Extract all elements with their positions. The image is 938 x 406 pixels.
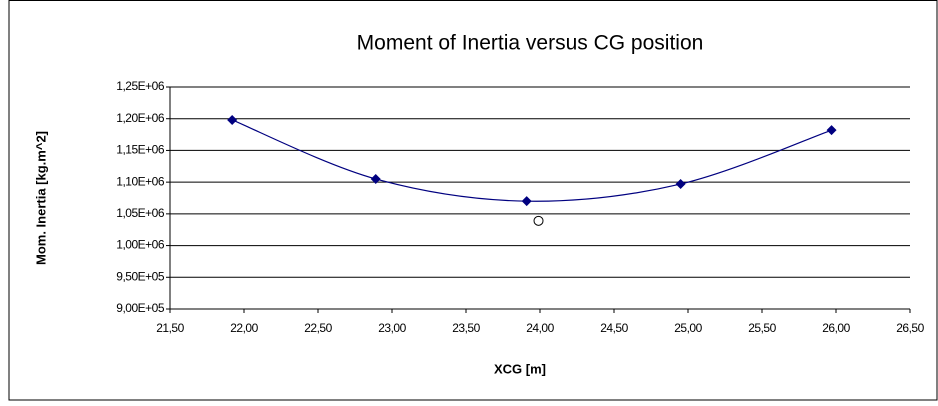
y-tick-label: 1,10E+06 [116,174,165,188]
point [826,125,837,136]
x-tick-label: 22,50 [304,321,332,335]
x-tick-label: 22,00 [230,321,258,335]
x-tick-label: 26,50 [896,321,924,335]
x-tick-label: 25,50 [748,321,776,335]
chart-frame [8,0,938,401]
y-tick-label: 9,50E+05 [116,269,165,283]
y-tick-label: 1,05E+06 [116,206,165,220]
x-tick-label: 24,50 [600,321,628,335]
x-tick-label: 21,50 [156,321,184,335]
x-tick-label: 26,00 [822,321,850,335]
point [370,173,381,184]
y-tick-label: 1,25E+06 [116,79,165,93]
y-tick-label: 1,00E+06 [116,238,165,252]
x-axis-label: XCG [m] [494,361,546,376]
point [521,196,532,207]
y-tick-label: 1,15E+06 [116,143,165,157]
x-tick-label: 23,50 [452,321,480,335]
x-tick-label: 25,00 [674,321,702,335]
x-tick-label: 24,00 [526,321,554,335]
point [227,114,238,125]
point [533,215,544,226]
y-axis-label: Mom. Inertia [kg.m^2] [33,131,48,265]
y-tick-label: 1,20E+06 [116,111,165,125]
chart-title: Moment of Inertia versus CG position [357,32,704,55]
point [675,179,686,190]
x-tick-label: 23,00 [378,321,406,335]
y-tick-label: 9,00E+05 [116,301,165,315]
